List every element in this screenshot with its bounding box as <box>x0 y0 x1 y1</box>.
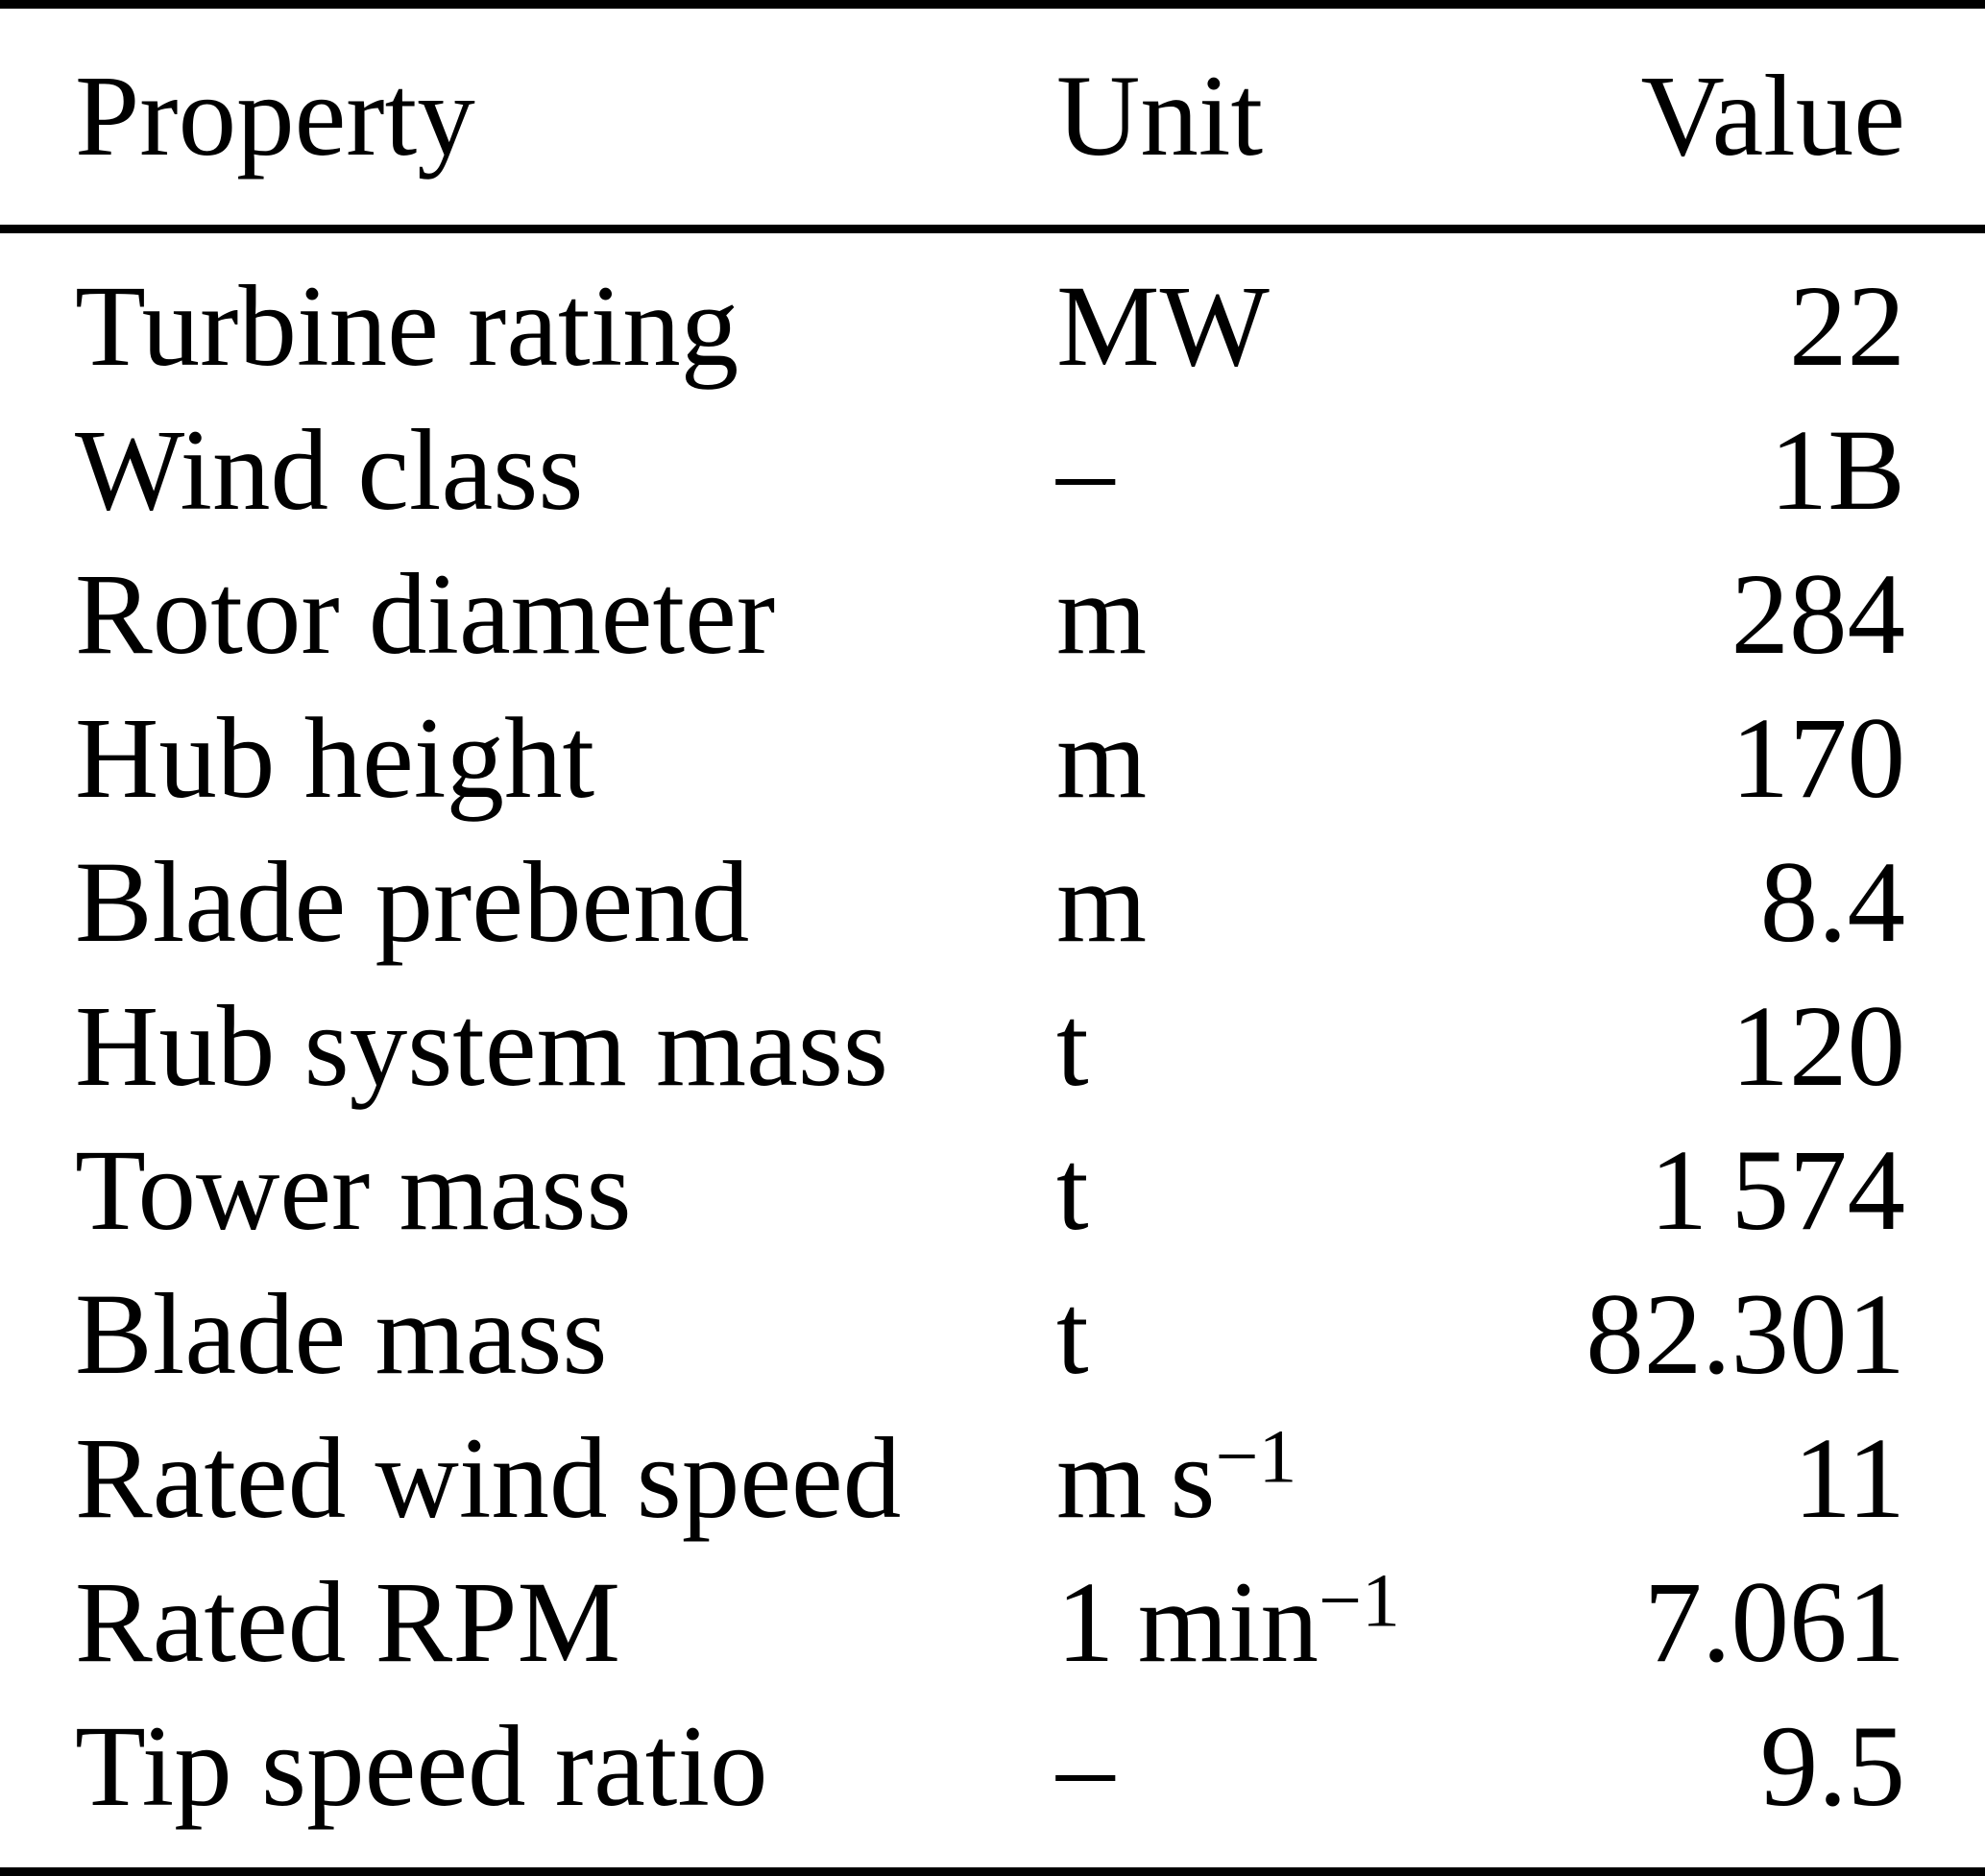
header-unit: Unit <box>1056 9 1537 233</box>
unit-cell: m <box>1056 542 1537 686</box>
value-cell: 7.061 <box>1643 1557 1905 1687</box>
table-row: Blade mass t 82.301 <box>0 1263 1985 1407</box>
unit-base: t <box>1056 981 1089 1111</box>
unit-cell: m <box>1056 830 1537 974</box>
unit-cell: – <box>1056 398 1537 542</box>
value-cell: 284 <box>1731 549 1906 679</box>
value-cell: 11 <box>1793 1413 1905 1543</box>
property-cell: Tower mass <box>75 1125 632 1255</box>
value-cell: 170 <box>1731 693 1906 823</box>
table-header: Property Unit Value <box>0 9 1985 233</box>
property-cell: Rated wind speed <box>75 1413 902 1543</box>
header-property: Property <box>0 9 1056 233</box>
value-cell: 1 574 <box>1649 1125 1905 1255</box>
unit-base: m <box>1056 693 1148 823</box>
property-cell: Hub system mass <box>75 981 888 1111</box>
value-cell: 1B <box>1769 405 1905 535</box>
unit-cell: t <box>1056 974 1537 1118</box>
unit-base: t <box>1056 1125 1089 1255</box>
value-cell: 9.5 <box>1759 1701 1905 1831</box>
unit-cell: 1 min−1 <box>1056 1551 1537 1695</box>
unit-exponent: −1 <box>1318 1557 1400 1643</box>
table-row: Hub height m 170 <box>0 686 1985 830</box>
table-row: Blade prebend m 8.4 <box>0 830 1985 974</box>
unit-cell: m <box>1056 686 1537 830</box>
unit-base: m s <box>1056 1413 1216 1543</box>
table-row: Hub system mass t 120 <box>0 974 1985 1118</box>
unit-base: 1 min <box>1056 1557 1319 1687</box>
property-cell: Rated RPM <box>75 1557 621 1687</box>
value-cell: 22 <box>1789 261 1905 391</box>
value-cell: 82.301 <box>1586 1269 1905 1399</box>
property-cell: Wind class <box>75 405 584 535</box>
unit-base: t <box>1056 1269 1089 1399</box>
table-row: Rated RPM 1 min−1 7.061 <box>0 1551 1985 1695</box>
unit-cell: t <box>1056 1263 1537 1407</box>
table-row: Rotor diameter m 284 <box>0 542 1985 686</box>
unit-cell: – <box>1056 1695 1537 1867</box>
value-cell: 120 <box>1731 981 1906 1111</box>
property-cell: Hub height <box>75 693 595 823</box>
unit-base: m <box>1056 549 1148 679</box>
table-row: Rated wind speed m s−1 11 <box>0 1407 1985 1551</box>
unit-base: m <box>1056 837 1148 967</box>
unit-base: MW <box>1056 261 1270 391</box>
unit-base: – <box>1056 1701 1115 1831</box>
header-row: Property Unit Value <box>0 9 1985 233</box>
table-row: Tower mass t 1 574 <box>0 1118 1985 1263</box>
table-row: Tip speed ratio – 9.5 <box>0 1695 1985 1867</box>
property-cell: Rotor diameter <box>75 549 776 679</box>
table-row: Turbine rating MW 22 <box>0 233 1985 398</box>
header-value: Value <box>1537 9 1985 233</box>
unit-cell: m s−1 <box>1056 1407 1537 1551</box>
unit-cell: MW <box>1056 233 1537 398</box>
unit-cell: t <box>1056 1118 1537 1263</box>
value-cell: 8.4 <box>1759 837 1905 967</box>
table-body: Turbine rating MW 22 Wind class – 1B Rot… <box>0 233 1985 1867</box>
unit-exponent: −1 <box>1215 1413 1297 1499</box>
unit-base: – <box>1056 405 1115 535</box>
table-row: Wind class – 1B <box>0 398 1985 542</box>
property-cell: Blade prebend <box>75 837 750 967</box>
property-cell: Turbine rating <box>75 261 739 391</box>
property-cell: Blade mass <box>75 1269 608 1399</box>
property-cell: Tip speed ratio <box>75 1701 768 1831</box>
